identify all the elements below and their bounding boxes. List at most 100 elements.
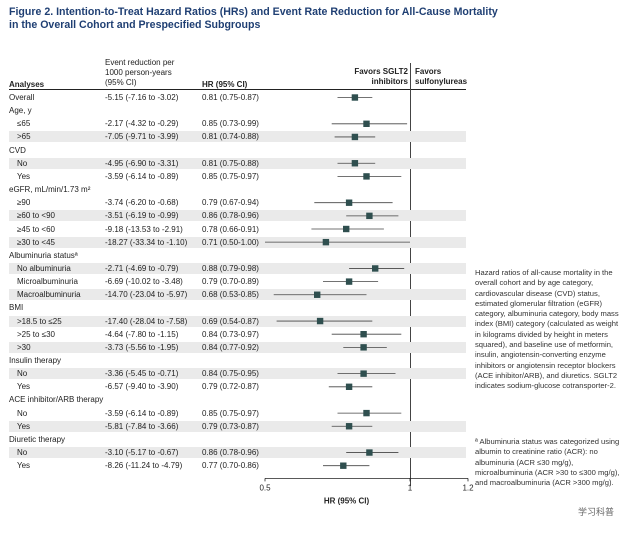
event-reduction-value: -4.64 (-7.80 to -1.15) xyxy=(105,329,179,339)
event-reduction-value: -7.05 (-9.71 to -3.99) xyxy=(105,132,179,142)
row-label: Macroalbuminuria xyxy=(17,290,81,300)
row-shade xyxy=(9,236,466,248)
row-shade xyxy=(9,157,466,169)
hr-value: 0.78 (0.66-0.91) xyxy=(202,224,259,234)
hr-marker xyxy=(363,409,370,417)
event-reduction-value: -9.18 (-13.53 to -2.91) xyxy=(105,224,183,234)
event-reduction-value: -14.70 (-23.04 to -5.97) xyxy=(105,290,188,300)
event-reduction-header: Event reduction per 1000 person-years (9… xyxy=(105,58,174,88)
row-label: No xyxy=(17,408,28,418)
hr-marker xyxy=(345,278,353,285)
hr-value: 0.84 (0.75-0.95) xyxy=(202,369,259,379)
hr-marker xyxy=(351,133,359,141)
hr-value: 0.79 (0.67-0.94) xyxy=(202,198,259,208)
header-rule xyxy=(9,89,466,90)
hr-marker xyxy=(360,370,367,377)
favors-su-header: Favors sulfonylureas xyxy=(415,67,467,87)
favors-su-line2: sulfonylureas xyxy=(415,77,468,86)
event-header-line2: 1000 person-years xyxy=(105,68,172,77)
subgroup-header: ACE inhibitor/ARB therapy xyxy=(9,395,104,405)
hr-marker xyxy=(351,94,359,101)
event-reduction-value: -3.51 (-6.19 to -0.99) xyxy=(105,211,179,221)
subgroup-header: eGFR, mL/min/1.73 m² xyxy=(9,185,91,195)
hr-value: 0.85 (0.75-0.97) xyxy=(202,171,259,181)
row-label: >18.5 to ≤25 xyxy=(17,316,62,326)
row-shade xyxy=(9,210,466,222)
hr-marker xyxy=(316,317,324,325)
event-reduction-value: -17.40 (-28.04 to -7.58) xyxy=(105,316,188,326)
hr-marker xyxy=(363,120,370,127)
hr-value: 0.85 (0.73-0.99) xyxy=(202,119,259,129)
row-label: >25 to ≤30 xyxy=(17,329,55,339)
row-label: ≥90 xyxy=(17,198,31,208)
hr-value: 0.79 (0.72-0.87) xyxy=(202,382,259,392)
hr-marker xyxy=(340,462,347,469)
watermark: 学习科普 xyxy=(578,507,615,517)
event-reduction-value: -5.81 (-7.84 to -3.66) xyxy=(105,421,179,431)
row-label: No xyxy=(17,158,28,168)
event-reduction-value: -6.69 (-10.02 to -3.48) xyxy=(105,277,183,287)
hr-marker xyxy=(345,383,353,390)
hr-value: 0.77 (0.70-0.86) xyxy=(202,461,259,471)
event-reduction-value: -8.26 (-11.24 to -4.79) xyxy=(105,461,183,471)
row-label: Yes xyxy=(17,461,31,471)
event-reduction-value: -2.17 (-4.32 to -0.29) xyxy=(105,119,179,129)
hr-value: 0.81 (0.75-0.87) xyxy=(202,93,259,102)
row-shade xyxy=(9,341,466,353)
hr-value: 0.81 (0.74-0.88) xyxy=(202,132,259,142)
row-shade xyxy=(9,447,466,459)
hr-marker xyxy=(345,199,353,206)
row-label: Yes xyxy=(17,421,31,431)
favors-sglt2-line2: inhibitors xyxy=(371,77,408,86)
figure-title-line1: Figure 2. Intention-to-Treat Hazard Rati… xyxy=(9,6,498,18)
favors-sglt2-header: Favors SGLT2 inhibitors xyxy=(354,67,408,87)
x-tick-label: 1 xyxy=(408,483,413,492)
event-reduction-value: -3.10 (-5.17 to -0.67) xyxy=(105,448,179,458)
figure-title: Figure 2. Intention-to-Treat Hazard Rati… xyxy=(9,6,609,32)
event-reduction-value: -3.59 (-6.14 to -0.89) xyxy=(105,171,179,181)
subgroup-header: CVD xyxy=(9,145,26,155)
side-note: Hazard ratios of all-cause mortality in … xyxy=(475,268,619,391)
hr-value: 0.86 (0.78-0.96) xyxy=(202,211,259,221)
row-label: >30 xyxy=(17,342,31,352)
row-label: ≤65 xyxy=(17,119,31,129)
analyses-header: Analyses xyxy=(9,80,45,89)
divider-line xyxy=(410,63,411,486)
row-label: Microalbuminuria xyxy=(17,277,78,287)
x-tick-label: 1.2 xyxy=(462,483,474,492)
hr-value: 0.85 (0.75-0.97) xyxy=(202,408,259,418)
event-reduction-value: -5.15 (-7.16 to -3.02) xyxy=(105,93,179,102)
row-shade xyxy=(9,262,466,274)
event-reduction-value: -2.71 (-4.69 to -0.79) xyxy=(105,263,179,273)
row-label: ≥45 to <60 xyxy=(17,224,55,234)
event-reduction-value: -4.95 (-6.90 to -3.31) xyxy=(105,158,179,168)
subgroup-header: Albuminuria statusª xyxy=(9,250,78,260)
event-reduction-value: -18.27 (-33.34 to -1.10) xyxy=(105,237,188,247)
event-header-line1: Event reduction per xyxy=(105,58,175,67)
hr-value: 0.84 (0.77-0.92) xyxy=(202,342,259,352)
hr-marker xyxy=(345,423,353,430)
side-footnote: ª Albuminuria status was categorized usi… xyxy=(475,437,620,488)
hr-marker xyxy=(366,212,373,220)
hr-value: 0.79 (0.73-0.87) xyxy=(202,421,259,431)
hr-value: 0.81 (0.75-0.88) xyxy=(202,158,259,168)
hr-marker xyxy=(360,344,367,351)
hr-value: 0.88 (0.79-0.98) xyxy=(202,263,259,273)
subgroup-header: Diuretic therapy xyxy=(9,434,66,444)
hr-marker xyxy=(343,225,350,233)
hr-marker xyxy=(314,291,321,298)
x-axis-label: HR (95% CI) xyxy=(324,496,370,505)
row-shade xyxy=(9,289,466,301)
event-header-line3: (95% CI) xyxy=(105,78,137,87)
hr-value: 0.84 (0.73-0.97) xyxy=(202,329,259,339)
row-shade xyxy=(9,131,466,143)
hr-value: 0.79 (0.70-0.89) xyxy=(202,277,259,287)
hr-marker xyxy=(322,238,330,246)
row-label: No xyxy=(17,369,28,379)
row-label: Overall xyxy=(9,93,35,102)
row-label: No xyxy=(17,448,28,458)
hr-value: 0.71 (0.50-1.00) xyxy=(202,237,259,247)
event-reduction-value: -3.59 (-6.14 to -0.89) xyxy=(105,408,179,418)
row-shade xyxy=(9,420,466,432)
